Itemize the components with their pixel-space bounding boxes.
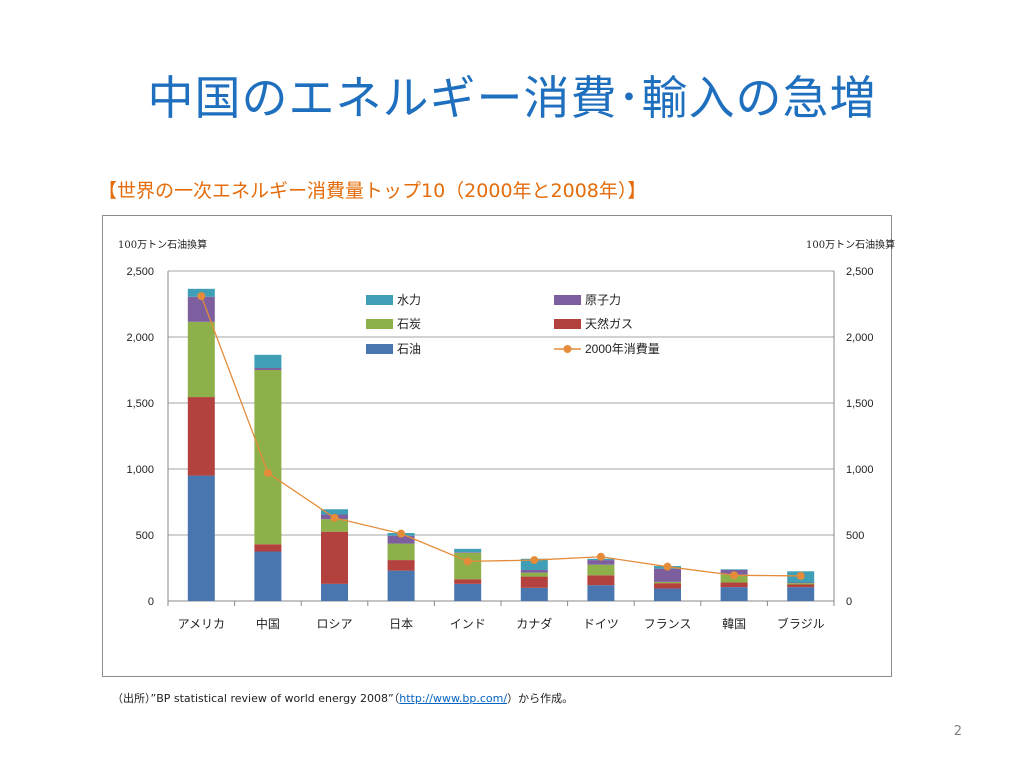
y-tick-label-right: 0	[846, 596, 852, 608]
x-tick-label: 日本	[389, 617, 413, 631]
bar-segment	[321, 531, 348, 584]
bar-segment	[454, 548, 482, 553]
legend-swatch	[366, 344, 393, 354]
bar-segment	[454, 579, 482, 584]
source-link[interactable]: http://www.bp.com/	[399, 692, 508, 705]
x-tick-label: フランス	[644, 617, 692, 631]
bar-segment	[520, 587, 548, 601]
line-point	[596, 552, 605, 561]
y-axis-unit-left: 100万トン石油換算	[118, 240, 208, 251]
bar-segment	[787, 587, 815, 601]
bar-segment	[387, 570, 415, 601]
legend-label: 石炭	[397, 317, 421, 331]
y-tick-label-left: 0	[148, 596, 154, 608]
line-point	[730, 571, 739, 580]
bar-segment	[520, 558, 548, 570]
bar-segment	[454, 552, 482, 553]
bar-segment	[787, 584, 815, 588]
line-series-2000	[200, 295, 801, 577]
bar-segment	[587, 564, 615, 576]
line-point	[197, 292, 206, 301]
bar-segment	[321, 519, 348, 532]
x-tick-label: 中国	[256, 616, 280, 631]
bar-segment	[720, 569, 748, 570]
bar-segment	[654, 568, 681, 582]
y-tick-label-right: 1,000	[846, 464, 874, 476]
line-point	[530, 556, 539, 565]
x-tick-label: ロシア	[316, 617, 352, 631]
bar-segment	[387, 543, 415, 561]
chart-frame	[102, 215, 892, 677]
bar-segment	[321, 583, 348, 601]
bar-segment	[187, 296, 215, 322]
y-tick-label-right: 1,500	[846, 398, 874, 410]
y-tick-label-right: 2,500	[846, 266, 874, 278]
bar-segment	[187, 397, 215, 476]
source-prefix: （出所）”BP statistical review of world ener…	[112, 692, 400, 705]
x-tick-label: ブラジル	[777, 616, 825, 631]
bar-segment	[520, 569, 548, 573]
y-tick-label-right: 2,000	[846, 332, 874, 344]
bar-segment	[654, 588, 681, 601]
bar-segment	[254, 544, 282, 552]
bar-segment	[321, 509, 348, 515]
legend-marker	[563, 345, 572, 353]
y-axis-unit-right: 100万トン石油換算	[806, 240, 896, 251]
legend-swatch	[554, 295, 581, 305]
y-tick-label-left: 1,500	[126, 398, 154, 410]
bar-segment	[787, 582, 815, 584]
line-point	[463, 557, 472, 566]
bar-segment	[387, 535, 415, 544]
bar-segment	[587, 560, 615, 565]
x-tick-label: ドイツ	[583, 617, 619, 631]
x-tick-label: インド	[450, 617, 486, 631]
bar-segment	[387, 560, 415, 571]
bar-segment	[520, 576, 548, 588]
bar-segment	[187, 321, 215, 398]
y-tick-label-right: 500	[846, 530, 864, 542]
line-point	[663, 562, 672, 571]
bar-segment	[254, 354, 282, 369]
y-tick-label-left: 500	[136, 530, 154, 542]
y-tick-label-left: 2,000	[126, 332, 154, 344]
bar-segment	[520, 572, 548, 577]
legend-label: 原子力	[585, 293, 621, 307]
bar-segment	[720, 582, 748, 588]
legend-label: 2000年消費量	[585, 341, 660, 356]
bar-segment	[254, 368, 282, 370]
x-tick-label: アメリカ	[178, 617, 225, 631]
slide-title: 中国のエネルギー消費･輸入の急増	[147, 71, 877, 125]
page-number: 2	[953, 724, 962, 739]
x-tick-label: 韓国	[722, 617, 746, 631]
bar-segment	[654, 581, 681, 584]
bar-segment	[720, 587, 748, 601]
bar-segment	[254, 370, 282, 545]
y-tick-label-left: 1,000	[126, 464, 154, 476]
legend-swatch	[554, 319, 581, 329]
bar-segment	[787, 583, 815, 585]
slide-subtitle: 【世界の一次エネルギー消費量トップ10（2000年と2008年）】	[98, 180, 647, 202]
line-point	[263, 468, 272, 477]
bar-segment	[587, 575, 615, 586]
bar-segment	[187, 475, 215, 601]
bar-segment	[587, 585, 615, 601]
legend-label: 天然ガス	[585, 316, 633, 331]
legend-swatch	[366, 295, 393, 305]
y-tick-label-left: 2,500	[126, 266, 154, 278]
bar-segment	[254, 551, 282, 601]
line-point	[330, 513, 339, 522]
legend-label: 石油	[397, 342, 421, 356]
source-suffix: ）から作成。	[507, 692, 574, 705]
line-point	[796, 571, 805, 580]
bar-segment	[454, 583, 482, 601]
line-point	[397, 529, 406, 538]
legend-label: 水力	[397, 293, 421, 307]
legend-swatch	[366, 319, 393, 329]
bar-segment	[654, 583, 681, 589]
x-tick-label: カナダ	[516, 616, 552, 631]
source-note: （出所）”BP statistical review of world ener…	[112, 690, 573, 706]
